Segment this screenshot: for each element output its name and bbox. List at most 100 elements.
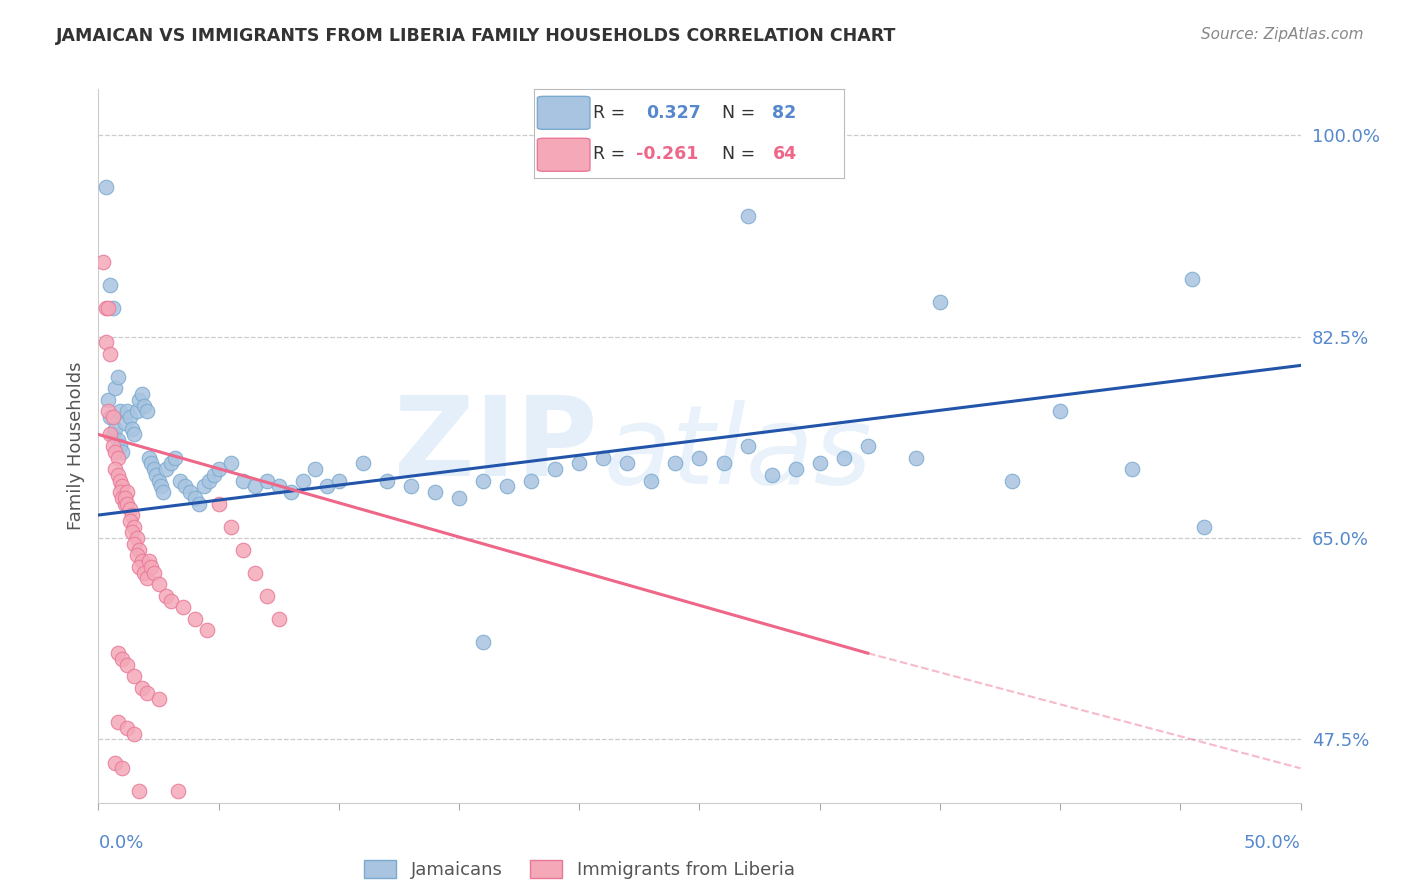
Point [1049,404,1071,418]
Point [202,467,225,482]
Point [131,387,153,401]
Point [928,295,950,310]
Point [808,456,831,470]
Point [198,474,221,488]
Point [91,255,114,269]
Point [141,559,163,574]
Point [108,485,131,500]
Point [713,456,735,470]
Point [1181,272,1204,286]
Point [232,542,254,557]
Point [97,301,120,315]
Point [118,502,141,516]
Point [101,410,124,425]
Point [100,427,122,442]
Point [107,434,129,448]
Point [169,474,191,488]
Point [125,531,148,545]
Point [97,392,120,407]
Point [138,450,160,465]
Point [94,180,117,194]
Point [108,439,131,453]
Point [128,392,150,407]
Point [125,404,148,418]
Point [114,497,136,511]
Text: Source: ZipAtlas.com: Source: ZipAtlas.com [1201,27,1364,42]
Point [219,456,242,470]
Text: 0.327: 0.327 [645,103,700,122]
Point [132,399,155,413]
Point [131,554,153,568]
Text: R =: R = [593,103,637,122]
Point [125,549,148,563]
FancyBboxPatch shape [537,138,591,171]
Point [148,577,170,591]
Point [496,479,519,493]
Text: 82: 82 [772,103,797,122]
Point [304,462,326,476]
Point [100,347,122,361]
Point [145,467,167,482]
Point [148,474,170,488]
Point [111,761,134,775]
Point [544,462,567,476]
Point [149,479,172,493]
Point [155,589,177,603]
Text: R =: R = [593,145,631,163]
Point [616,456,638,470]
Point [152,485,174,500]
Point [141,456,163,470]
Point [315,479,337,493]
Point [121,525,143,540]
Point [121,422,143,436]
Point [94,301,117,315]
Point [111,444,134,458]
Point [124,669,146,683]
Point [188,497,211,511]
Point [592,450,614,465]
Point [155,462,177,476]
Text: atlas: atlas [603,400,872,507]
Point [117,497,139,511]
Point [737,209,759,223]
Point [243,566,266,580]
Point [832,450,855,465]
Point [104,756,127,770]
Point [219,519,242,533]
Point [100,277,122,292]
Point [267,479,290,493]
Point [159,456,181,470]
Point [423,485,446,500]
Point [94,335,117,350]
Point [291,474,314,488]
Text: N =: N = [710,103,761,122]
Point [148,692,170,706]
Point [472,634,495,648]
Point [568,456,591,470]
Point [193,479,215,493]
Point [165,450,187,465]
Point [107,450,129,465]
Text: 64: 64 [772,145,797,163]
Point [856,439,879,453]
Point [107,370,129,384]
Point [447,491,470,505]
Point [232,474,254,488]
Point [101,427,124,442]
Point [100,410,122,425]
Point [785,462,807,476]
Point [128,559,150,574]
Point [1194,519,1216,533]
Point [256,589,278,603]
Point [183,491,205,505]
Point [117,721,139,735]
Text: 50.0%: 50.0% [1244,834,1301,852]
Point [104,462,127,476]
Point [97,404,120,418]
Point [904,450,927,465]
Point [117,404,139,418]
Point [104,381,127,395]
Point [1121,462,1143,476]
Point [107,715,129,730]
Point [128,542,150,557]
